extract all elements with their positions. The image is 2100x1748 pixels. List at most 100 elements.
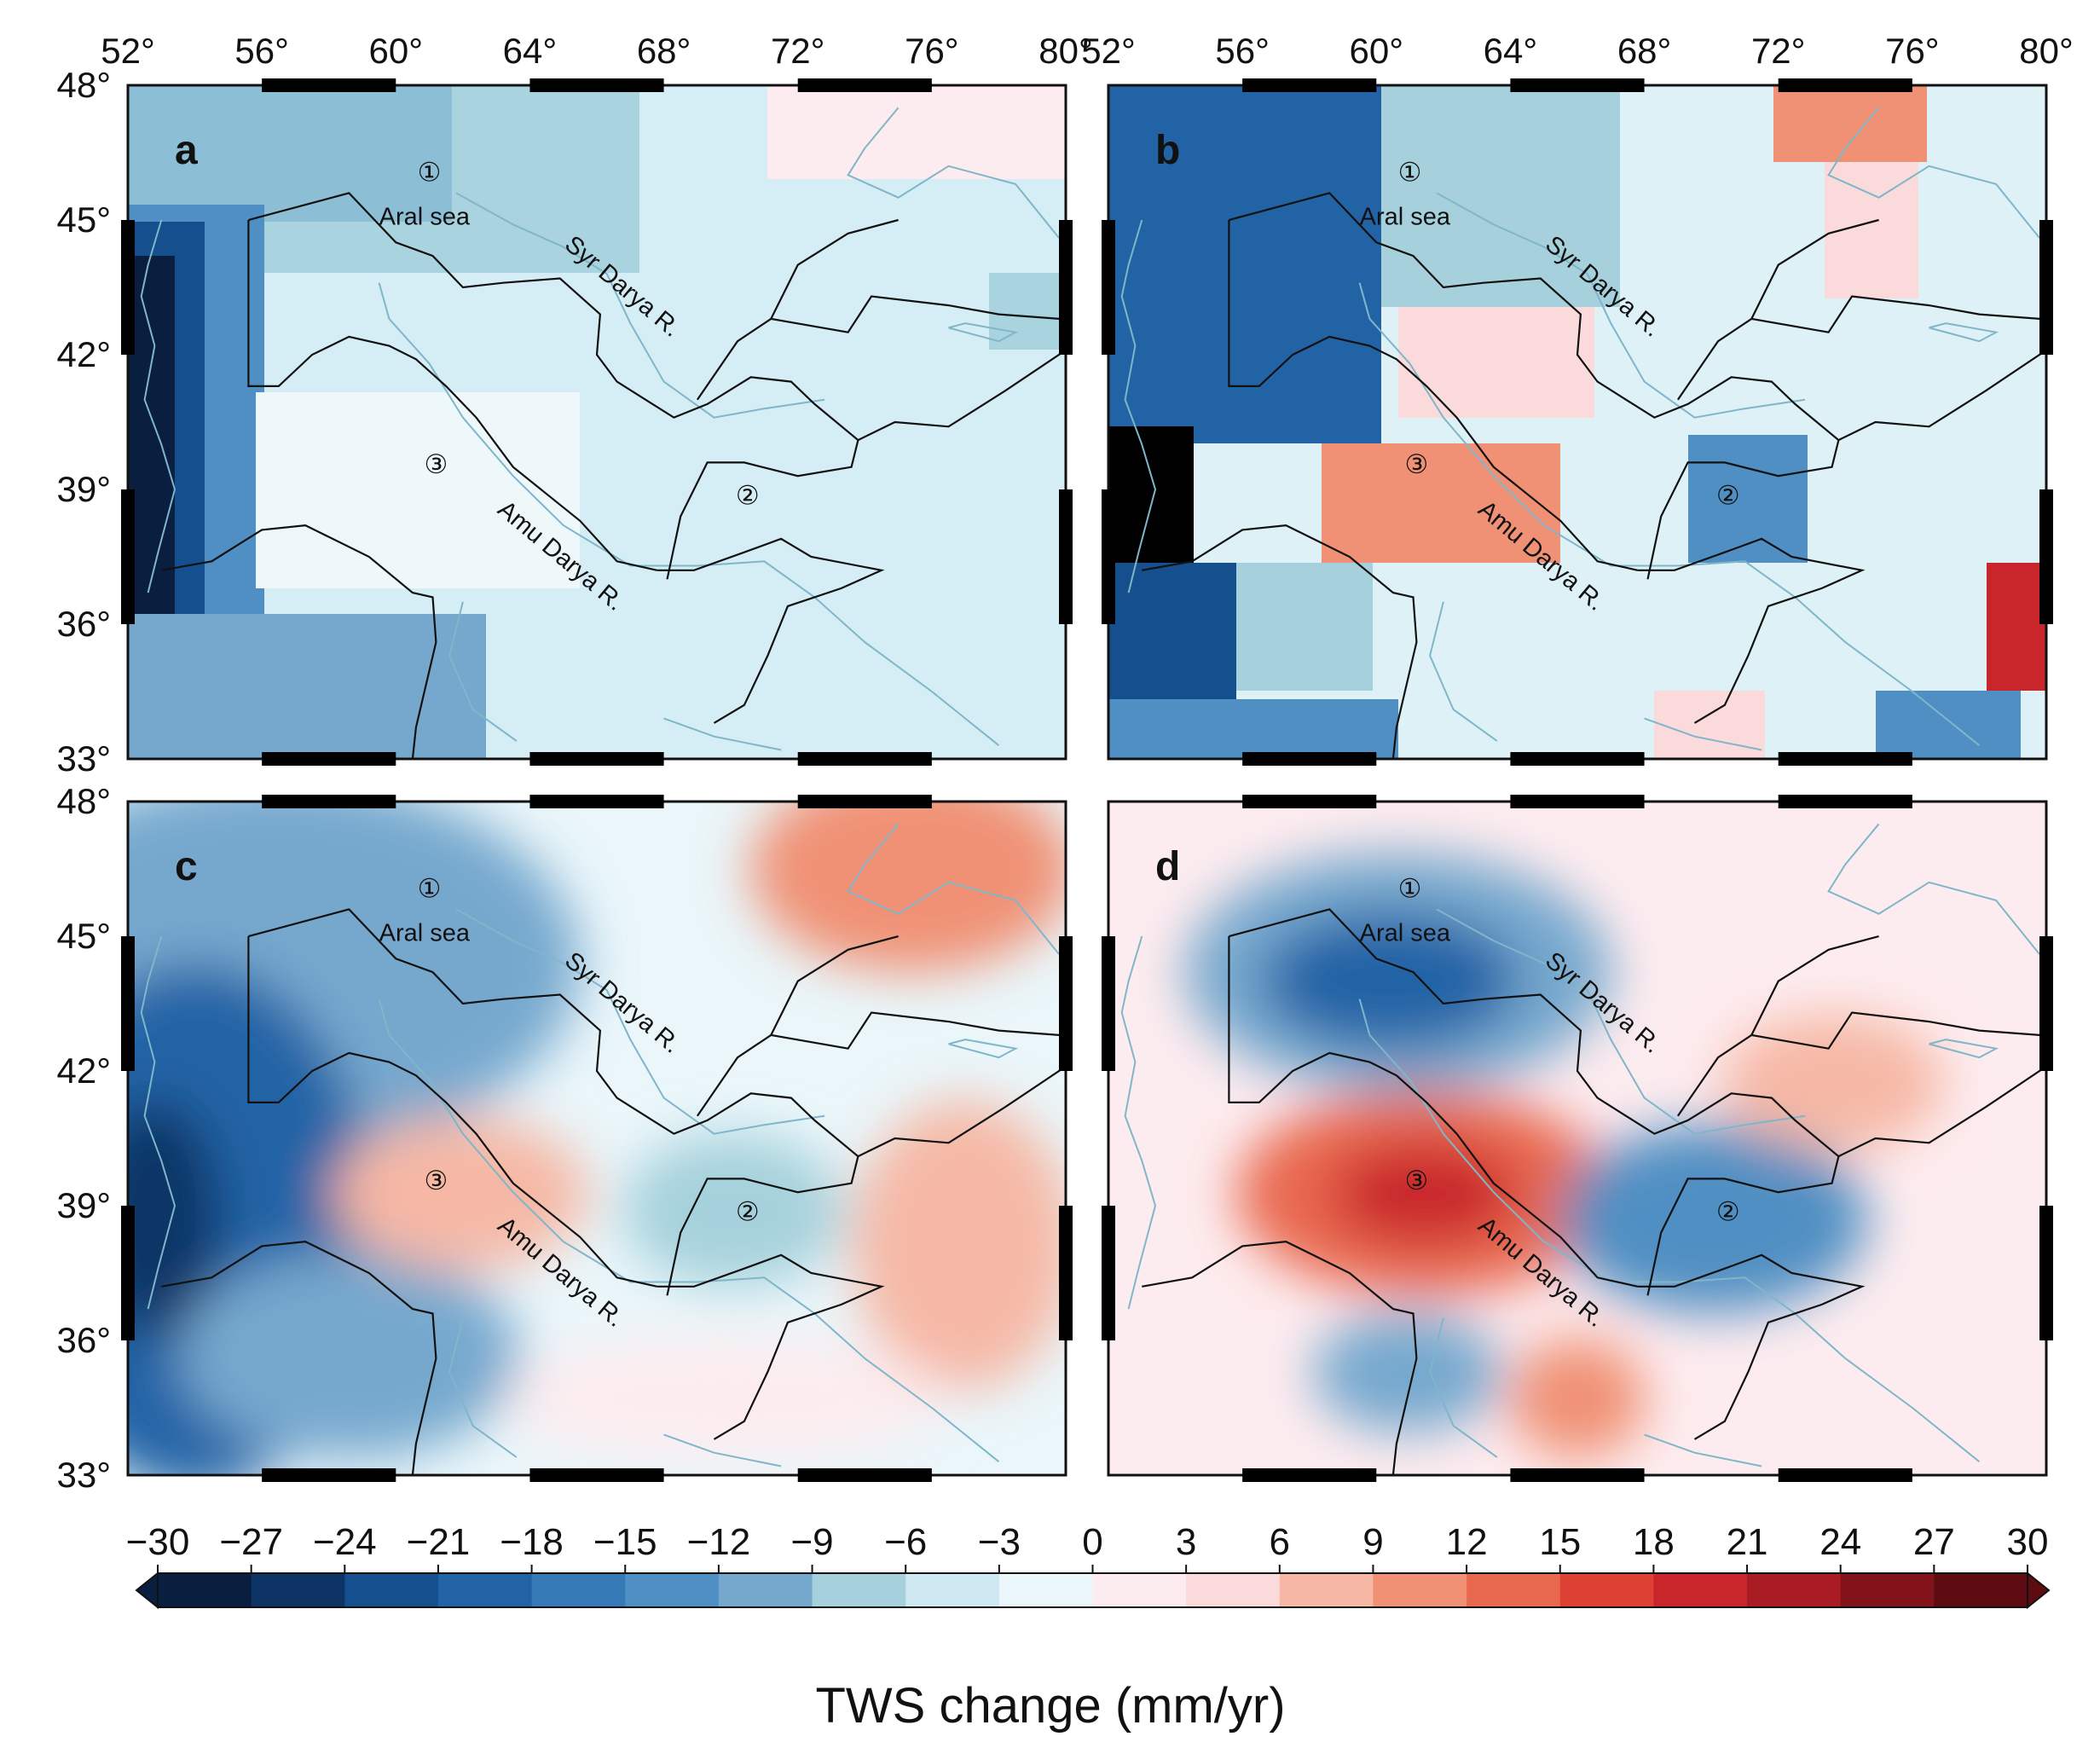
issyk-kul-lake <box>1929 322 1999 343</box>
lon-tick-label: 56° <box>1215 31 1270 71</box>
colorbar-tick-label: 18 <box>1633 1521 1675 1563</box>
colorbar-swatch <box>344 1573 439 1607</box>
lat-frame-segment <box>2039 220 2053 355</box>
region-3-marker: ③ <box>1405 1166 1429 1195</box>
lat-frame-segment <box>1059 220 1073 355</box>
colorbar-swatch <box>1279 1573 1374 1607</box>
lat-tick-label: 45° <box>56 200 111 240</box>
colorbar-swatch <box>1747 1573 1842 1607</box>
colorbar-swatch <box>1934 1573 2028 1607</box>
lat-frame-segment <box>121 936 135 1071</box>
colorbar: −30 −27 −24 −21 −18 −15 −12 −9 −6 −3 0 3 6 9 12 15 18 21 2… <box>126 1521 2051 1734</box>
colorbar-tick-label: 9 <box>1362 1521 1383 1563</box>
balkhash-lake-shore <box>847 107 1060 239</box>
aral-sea-label: Aral sea <box>1360 919 1451 946</box>
kabul-river <box>1644 717 1762 751</box>
colorbar-tick-label: −3 <box>978 1521 1021 1563</box>
lon-frame-segment <box>1242 1468 1377 1482</box>
border-north <box>1750 218 1879 320</box>
border-north <box>770 935 899 1036</box>
colorbar-tick-label: −27 <box>219 1521 283 1563</box>
lon-frame-segment <box>262 752 396 766</box>
lat-tick-label: 33° <box>56 738 111 778</box>
lat-tick-label: 42° <box>56 334 111 374</box>
lat-frame-segment <box>1102 936 1115 1071</box>
border-west <box>247 936 657 1288</box>
lon-frame-segment <box>797 795 932 808</box>
border-east <box>857 1065 1066 1158</box>
colorbar-swatch <box>251 1573 345 1607</box>
lon-frame-segment <box>1510 795 1645 808</box>
caspian-sea-shore <box>140 219 176 593</box>
colorbar-right-arrow <box>2027 1571 2051 1610</box>
panel-d-letter: d <box>1155 844 1180 889</box>
colorbar-swatch <box>1092 1573 1187 1607</box>
panel-a-lines <box>140 107 1066 759</box>
border-central <box>248 908 859 1296</box>
syr-darya-river <box>455 192 825 419</box>
lon-tick-label: 68° <box>637 31 691 71</box>
balkhash-lake-shore <box>1827 823 2040 955</box>
panel-d: d <box>1107 800 2048 1477</box>
lon-tick-label: 76° <box>905 31 959 71</box>
aral-sea-label: Aral sea <box>379 203 471 230</box>
lat-tick-label: 33° <box>56 1455 111 1495</box>
lon-tick-label: 52° <box>1081 31 1136 71</box>
colorbar-swatch <box>1186 1573 1281 1607</box>
lon-frame-segment <box>797 752 932 766</box>
lat-tick-label: 48° <box>56 781 111 821</box>
colorbar-swatches <box>157 1572 2028 1608</box>
colorbar-swatch <box>1559 1573 1654 1607</box>
colorbar-swatch <box>1467 1573 1561 1607</box>
panel-a: a <box>126 84 1067 761</box>
colorbar-tick-label: 30 <box>2007 1521 2049 1563</box>
colorbar-tick-label: −30 <box>126 1521 190 1563</box>
border-north-east <box>1676 295 2040 401</box>
border-north <box>1750 935 1879 1036</box>
amu-darya-river <box>1358 998 1981 1462</box>
lon-tick-label: 56° <box>234 31 289 71</box>
lat-tick-label: 42° <box>56 1051 111 1091</box>
border-south-east <box>657 1253 885 1440</box>
lat-frame-segment <box>121 220 135 355</box>
region-1-marker: ① <box>418 157 442 187</box>
region-3-marker: ③ <box>425 449 448 479</box>
lon-frame-segment <box>797 78 932 92</box>
panel-b-letter: b <box>1155 128 1180 173</box>
lat-tick-label: 48° <box>56 65 111 105</box>
colorbar-tick-label: −12 <box>687 1521 751 1563</box>
hari-river <box>448 1317 518 1458</box>
colorbar-tick-label: 24 <box>1819 1521 1861 1563</box>
panel-c-lines <box>140 823 1066 1475</box>
lat-frame-segment <box>1102 489 1115 624</box>
panel-d-field <box>1108 802 2046 1475</box>
lon-frame-segment <box>262 1468 396 1482</box>
lon-tick-label: 80° <box>2019 31 2074 71</box>
lon-frame-segment <box>1510 78 1645 92</box>
colorbar-tick-label: 3 <box>1176 1521 1196 1563</box>
lat-frame-segment <box>121 489 135 624</box>
border-east <box>1837 349 2046 442</box>
lon-tick-label: 68° <box>1617 31 1672 71</box>
caspian-sea-shore <box>1120 935 1157 1310</box>
amu-darya-river <box>1358 282 1981 746</box>
colorbar-swatch <box>905 1573 1000 1607</box>
lat-frame-segment <box>1059 1206 1073 1340</box>
border-central <box>1229 192 1840 580</box>
border-north-east <box>1676 1011 2040 1117</box>
lon-frame-segment <box>1778 1468 1912 1482</box>
lat-frame-segment <box>2039 936 2053 1071</box>
colorbar-swatch <box>437 1573 533 1607</box>
colorbar-tick-label: 12 <box>1446 1521 1488 1563</box>
border-west <box>1228 220 1638 571</box>
lat-frame-segment <box>121 1206 135 1340</box>
lon-tick-label: 72° <box>771 31 825 71</box>
border-north-east <box>696 295 1060 401</box>
lat-frame-segment <box>2039 1206 2053 1340</box>
colorbar-swatch <box>1653 1573 1748 1607</box>
lat-tick-label: 39° <box>56 469 111 509</box>
hari-river <box>448 601 518 742</box>
aral-sea-label: Aral sea <box>1360 203 1451 230</box>
colorbar-tick-label: 0 <box>1082 1521 1102 1563</box>
